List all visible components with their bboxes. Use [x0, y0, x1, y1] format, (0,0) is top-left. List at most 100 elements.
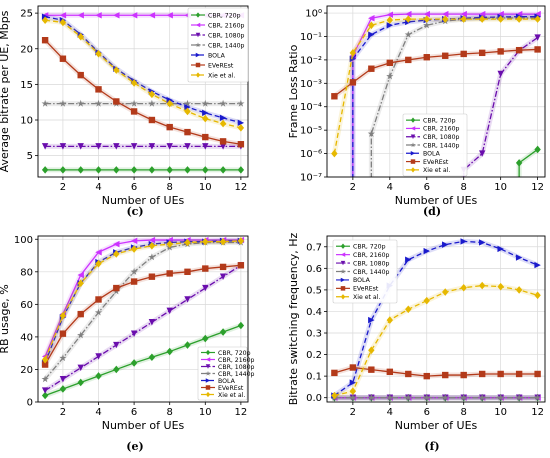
- data-point: [368, 31, 375, 38]
- data-point: [130, 12, 138, 19]
- y-axis-label: Frame Loss Ratio: [287, 44, 300, 138]
- data-point: [113, 240, 120, 248]
- legend-marker: [205, 364, 211, 369]
- data-point: [478, 281, 486, 290]
- data-point: [41, 387, 49, 394]
- x-tick-label: 12: [235, 407, 248, 418]
- legend-entry-label: EVeREst: [218, 385, 244, 392]
- data-point: [95, 353, 102, 360]
- series-group: [330, 238, 542, 402]
- data-point: [41, 37, 49, 44]
- data-point: [405, 10, 412, 18]
- data-point: [349, 379, 357, 386]
- panel-label: (e): [126, 440, 143, 453]
- data-point: [148, 253, 156, 261]
- x-axis-label: Number of UEs: [395, 194, 478, 207]
- data-point: [478, 393, 486, 401]
- legend-entry-label: CBR, 2160p: [208, 22, 245, 29]
- x-tick-label: 4: [95, 407, 101, 418]
- chart-panel-2: 2 4 6 8 10 12 0 20 40 60 80 100 Number of UEs RB usag…: [0, 235, 255, 453]
- legend-entry-label: Xie et al.: [218, 392, 245, 399]
- y-tick-label: 10⁻⁷: [300, 173, 322, 184]
- series-line: [334, 240, 538, 397]
- data-point: [166, 347, 173, 356]
- data-point: [77, 143, 84, 150]
- data-point: [184, 268, 191, 276]
- y-tick-label: 0: [27, 398, 33, 409]
- data-point: [77, 378, 84, 387]
- data-point: [460, 393, 468, 401]
- data-point: [534, 261, 541, 269]
- data-point: [423, 247, 430, 255]
- data-point: [41, 143, 49, 150]
- data-point: [237, 124, 245, 132]
- data-point: [94, 99, 103, 107]
- x-tick-label: 2: [350, 407, 356, 418]
- data-point: [534, 34, 541, 41]
- data-point: [77, 32, 84, 41]
- data-point: [386, 368, 394, 376]
- data-point: [202, 114, 209, 123]
- data-point: [77, 331, 85, 339]
- y-tick-label: 0.4: [306, 307, 322, 318]
- legend-marker: [410, 126, 416, 131]
- data-point: [41, 391, 49, 400]
- data-point: [515, 254, 523, 261]
- data-point: [219, 237, 227, 246]
- data-point: [130, 278, 138, 285]
- data-point: [148, 353, 156, 362]
- data-point: [442, 52, 449, 59]
- data-point: [460, 50, 467, 58]
- x-tick-label: 10: [494, 182, 507, 193]
- data-point: [95, 166, 102, 174]
- x-tick-label: 8: [167, 407, 173, 418]
- legend-marker: [410, 134, 416, 139]
- data-point: [130, 79, 138, 87]
- series-line: [44, 16, 242, 124]
- legend-marker: [340, 252, 346, 257]
- data-point: [95, 86, 102, 93]
- data-point: [202, 109, 209, 117]
- data-point: [184, 107, 191, 116]
- legend-entry-label: BOLA: [218, 378, 236, 385]
- data-point: [534, 393, 542, 401]
- data-point: [497, 282, 504, 291]
- legend-entry-label: CBR, 720p: [208, 12, 241, 19]
- data-point: [386, 11, 394, 18]
- data-point: [404, 30, 412, 38]
- x-tick-label: 12: [235, 182, 248, 193]
- y-tick-label: 10⁰: [305, 9, 322, 20]
- data-point: [59, 166, 67, 174]
- data-point: [183, 99, 192, 107]
- data-point: [368, 15, 375, 22]
- data-point: [184, 296, 191, 303]
- data-point: [219, 328, 227, 336]
- legend-marker: [340, 286, 346, 291]
- data-point: [202, 143, 209, 150]
- data-point: [184, 341, 191, 349]
- data-point: [478, 15, 486, 23]
- series-line: [463, 37, 538, 177]
- data-point: [184, 238, 191, 247]
- data-point: [534, 370, 541, 378]
- plot-frame: [326, 5, 546, 178]
- data-point: [59, 12, 67, 19]
- legend-marker: [340, 260, 346, 266]
- data-point: [148, 241, 156, 250]
- data-point: [202, 265, 209, 272]
- legend-entry-label: CBR, 1440p: [423, 142, 460, 149]
- legend-entry-label: CBR, 2160p: [423, 126, 460, 133]
- data-point: [94, 308, 103, 316]
- data-point: [41, 166, 49, 174]
- legend-entry-label: Xie et al.: [353, 294, 380, 301]
- x-tick-label: 2: [60, 407, 66, 418]
- data-point: [405, 305, 412, 314]
- panel-label: (f): [424, 440, 439, 453]
- data-point: [202, 284, 209, 292]
- data-point: [59, 55, 67, 62]
- data-point: [368, 316, 375, 324]
- x-axis-label: Number of UEs: [102, 194, 185, 207]
- panel-label: (c): [126, 205, 143, 218]
- data-point: [166, 143, 173, 150]
